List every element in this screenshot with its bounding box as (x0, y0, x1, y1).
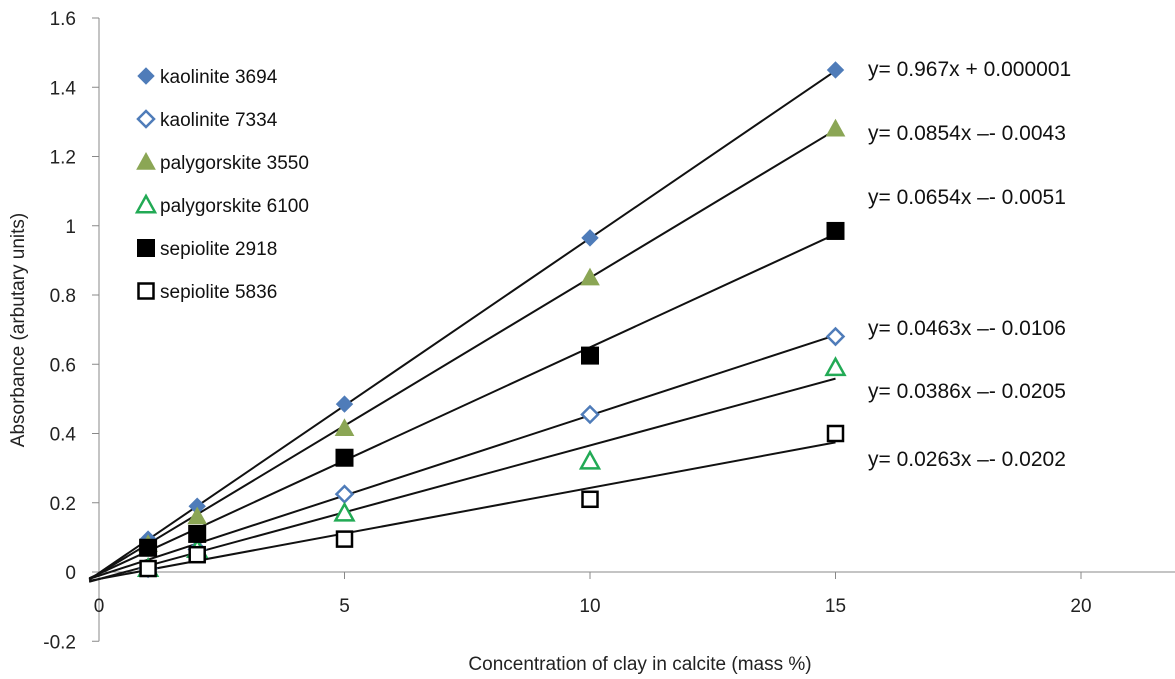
y-tick-label: 1 (65, 217, 76, 238)
y-tick-label: 1.6 (50, 9, 76, 30)
legend-label: sepiolite 5836 (160, 282, 277, 303)
data-points (136, 61, 847, 579)
data-point (581, 490, 599, 509)
trendline (88, 334, 836, 580)
legend-label: kaolinite 3694 (160, 67, 278, 88)
y-tick-label: 0.6 (50, 355, 76, 376)
trendline (88, 69, 837, 581)
y-tick-label: 0.2 (50, 494, 76, 515)
legend-marker (136, 151, 156, 170)
trendline (88, 233, 836, 580)
trendline-equation: y= 0.0854x –- 0.0043 (868, 122, 1066, 145)
data-point (826, 424, 845, 443)
data-point (581, 346, 599, 365)
axes (98, 18, 1175, 642)
data-point (581, 229, 599, 247)
x-tick-label: 15 (825, 596, 846, 617)
trendline-equation: y= 0.0463x –- 0.0106 (868, 317, 1066, 340)
legend-label: palygorskite 3550 (160, 153, 309, 174)
legend-label: sepiolite 2918 (160, 239, 277, 260)
x-tick-label: 5 (339, 596, 350, 617)
legend-marker (137, 282, 155, 300)
y-tick-label: 1.4 (50, 78, 77, 99)
x-axis-ticks: 0 5 10 15 20 (94, 572, 1092, 617)
y-tick-label: 0 (65, 563, 76, 584)
data-point (333, 501, 356, 522)
trendlines (88, 69, 837, 583)
trendline-equation: y= 0.967x + 0.000001 (868, 58, 1071, 81)
data-point (335, 448, 354, 467)
y-tick-label: 0.8 (50, 286, 76, 307)
legend: kaolinite 3694 kaolinite 7334 palygorskite… (134, 67, 309, 303)
data-point (825, 118, 846, 137)
data-point (188, 524, 207, 543)
legend-marker (134, 193, 158, 214)
data-point (335, 395, 354, 413)
legend-marker (137, 67, 155, 85)
trendline-equation: y= 0.0654x –- 0.0051 (868, 186, 1066, 209)
y-tick-label: 1.2 (50, 148, 76, 169)
x-tick-label: 10 (579, 596, 600, 617)
data-point (139, 538, 158, 557)
data-point (826, 221, 845, 240)
data-point (578, 449, 602, 470)
y-axis-title: Absorbance (arbutary units) (8, 213, 29, 447)
trendline-equation: y= 0.0386x –- 0.0205 (868, 380, 1066, 403)
data-point (826, 61, 845, 79)
trendline (88, 377, 836, 583)
legend-marker (136, 109, 156, 129)
data-point (334, 484, 355, 504)
x-tick-label: 0 (94, 596, 105, 617)
trendline (88, 129, 837, 581)
legend-marker (137, 239, 155, 257)
data-point (335, 530, 354, 548)
trendline-equations: y= 0.967x + 0.000001 y= 0.0854x –- 0.0043… (868, 58, 1071, 471)
x-axis-title: Concentration of clay in calcite (mass %… (468, 654, 811, 675)
x-tick-label: 20 (1070, 596, 1091, 617)
data-point (580, 267, 600, 286)
data-point (334, 418, 355, 437)
legend-label: palygorskite 6100 (160, 196, 309, 217)
y-tick-label: 0.4 (50, 425, 77, 446)
data-point (825, 326, 846, 347)
data-point (187, 506, 208, 525)
legend-label: kaolinite 7334 (160, 110, 278, 131)
data-point (139, 559, 157, 578)
trendline-equation: y= 0.0263x –- 0.0202 (868, 448, 1066, 471)
data-point (824, 356, 847, 377)
data-point (580, 404, 600, 425)
trendline (88, 441, 836, 582)
y-axis-ticks: -0.2 0 0.2 0.4 0.6 0.8 1 1.2 1.4 1.6 (43, 9, 99, 653)
y-tick-label: -0.2 (43, 632, 76, 653)
data-point (188, 545, 206, 564)
